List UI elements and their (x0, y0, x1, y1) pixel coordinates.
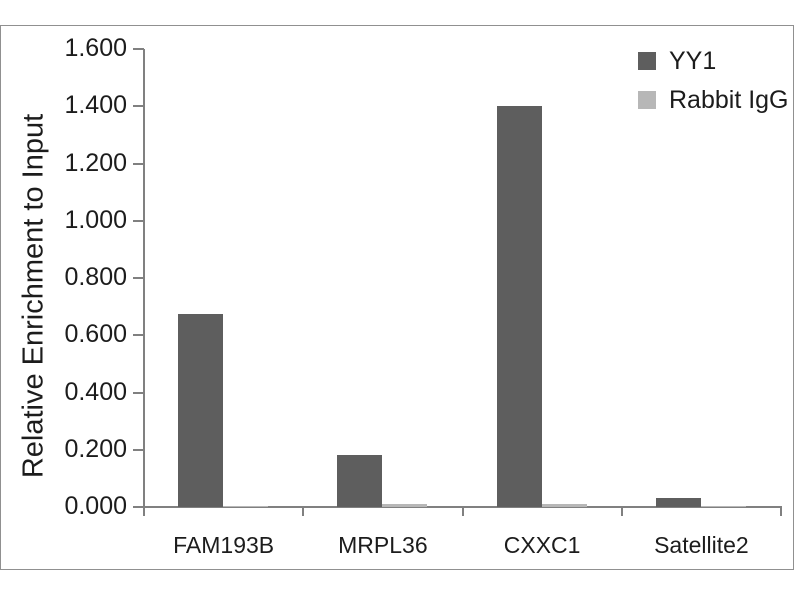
chart-border (0, 25, 794, 570)
y-tick-label: 1.400 (64, 91, 127, 120)
x-tick-label: Satellite2 (654, 532, 749, 558)
y-tick-mark (133, 219, 144, 222)
y-tick-mark (133, 334, 144, 337)
y-tick-mark (133, 48, 144, 50)
bar-yy1-fam193b (178, 313, 223, 507)
y-tick-mark (133, 391, 144, 394)
x-tick-mark (620, 507, 623, 516)
x-tick-mark (780, 507, 782, 516)
x-tick-mark (302, 507, 305, 516)
y-tick-label: 0.200 (64, 434, 127, 463)
x-tick-mark (143, 507, 145, 516)
bar-rabbit-igg-fam193b (223, 505, 268, 507)
bar-rabbit-igg-satellite2 (700, 505, 746, 507)
y-tick-label: 1.600 (64, 34, 127, 62)
x-tick-label: FAM193B (173, 532, 275, 558)
y-tick-mark (133, 162, 144, 165)
x-tick-label: CXXC1 (503, 532, 581, 558)
x-tick-mark (461, 507, 464, 516)
y-tick-label: 0.600 (64, 320, 127, 349)
y-tick-mark (133, 277, 144, 279)
y-tick-mark (133, 506, 144, 508)
y-tick-label: 1.000 (64, 205, 127, 234)
x-tick-label: MRPL36 (338, 532, 428, 558)
y-tick-label: 0.400 (64, 377, 127, 406)
bar-yy1-cxxc1 (496, 106, 542, 507)
y-tick-label: 1.200 (64, 148, 127, 177)
y-tick-mark (133, 448, 144, 451)
y-tick-label: 0.000 (64, 492, 127, 520)
bar-rabbit-igg-mrpl36 (382, 504, 428, 507)
y-axis-line (143, 49, 145, 508)
y-tick-mark (133, 105, 144, 108)
bar-yy1-satellite2 (655, 498, 701, 507)
y-tick-label: 0.800 (64, 263, 127, 291)
bar-yy1-mrpl36 (337, 455, 383, 507)
bar-rabbit-igg-cxxc1 (541, 504, 587, 507)
